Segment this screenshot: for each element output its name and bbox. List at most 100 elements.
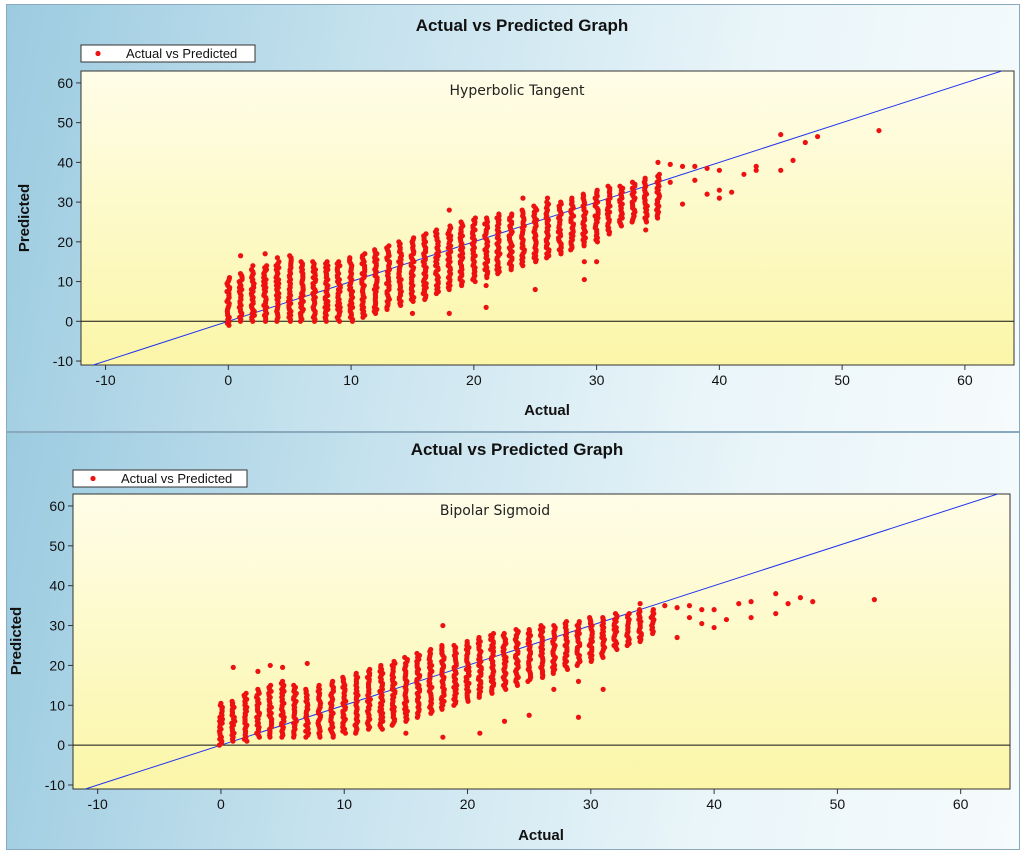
- x-tick-label: 30: [589, 372, 605, 388]
- data-point: [303, 686, 309, 692]
- data-point: [662, 603, 668, 609]
- data-point: [569, 195, 575, 201]
- y-tick-label: 40: [49, 578, 65, 594]
- data-point: [667, 161, 673, 167]
- data-point: [391, 658, 397, 665]
- data-point: [248, 267, 255, 273]
- y-tick-label: 30: [57, 194, 73, 210]
- data-point: [353, 670, 359, 676]
- data-point: [692, 177, 698, 183]
- y-tick-label: 20: [57, 234, 73, 250]
- data-point: [276, 259, 282, 265]
- data-point: [785, 601, 791, 607]
- data-point: [520, 195, 526, 201]
- data-point: [617, 183, 623, 189]
- data-point: [655, 159, 661, 165]
- data-point: [476, 634, 482, 641]
- data-point: [716, 167, 722, 173]
- data-point: [255, 686, 261, 692]
- data-point: [551, 686, 557, 692]
- data-point: [716, 195, 722, 201]
- data-point: [447, 223, 453, 229]
- x-tick-label: 20: [466, 372, 482, 388]
- y-tick-label: 40: [57, 154, 73, 170]
- data-point: [501, 718, 508, 724]
- data-point: [440, 734, 446, 740]
- y-tick-label: 30: [49, 618, 65, 634]
- data-point: [531, 203, 537, 209]
- data-point: [711, 607, 717, 613]
- data-point: [594, 187, 600, 193]
- data-point: [237, 253, 244, 259]
- data-point: [513, 626, 519, 633]
- data-point: [729, 189, 735, 195]
- data-point: [526, 712, 532, 718]
- data-point: [778, 167, 784, 173]
- data-point: [458, 219, 464, 225]
- data-point: [477, 730, 483, 736]
- data-point: [310, 259, 316, 265]
- data-point: [544, 195, 551, 201]
- data-point: [753, 163, 759, 169]
- data-point: [773, 591, 779, 597]
- data-point: [264, 263, 270, 269]
- y-axis-label: Predicted: [16, 184, 33, 252]
- data-point: [519, 207, 525, 213]
- data-point: [274, 255, 281, 261]
- data-point: [268, 682, 274, 688]
- data-point: [446, 310, 452, 316]
- data-point: [643, 227, 649, 233]
- data-point: [871, 597, 877, 603]
- data-point: [340, 674, 346, 680]
- data-point: [316, 682, 322, 688]
- data-point: [810, 599, 816, 605]
- x-tick-label: 60: [957, 372, 973, 388]
- data-point: [472, 215, 478, 221]
- data-points: [224, 127, 882, 328]
- y-tick-label: 50: [49, 538, 65, 554]
- data-point: [600, 686, 606, 692]
- data-point: [575, 678, 582, 684]
- legend-label: Actual vs Predicted: [126, 46, 237, 61]
- y-tick-label: 60: [49, 498, 65, 514]
- x-tick-label: 0: [224, 372, 232, 388]
- data-point: [403, 730, 409, 736]
- data-point: [876, 127, 882, 134]
- axis-ticks: -10 0 10 20 30 40 50 60 -10 0 10 20 30 40 50 60: [45, 498, 969, 812]
- chart-title: Actual vs Predicted Graph: [416, 16, 629, 35]
- data-point: [279, 678, 286, 684]
- y-tick-label: -10: [45, 777, 65, 793]
- data-point: [704, 165, 710, 171]
- data-point: [605, 183, 611, 189]
- data-point: [753, 167, 759, 173]
- data-point: [304, 660, 310, 667]
- data-point: [279, 664, 286, 671]
- data-point: [324, 259, 330, 265]
- data-point: [692, 163, 698, 169]
- y-tick-label: -10: [53, 353, 73, 369]
- data-point: [440, 622, 446, 629]
- data-point: [433, 227, 440, 233]
- x-axis-label: Actual: [524, 402, 570, 419]
- data-point: [532, 286, 538, 293]
- legend-marker: [90, 475, 96, 482]
- data-point: [741, 171, 747, 177]
- data-point: [814, 133, 821, 140]
- data-point: [656, 171, 663, 177]
- data-point: [372, 247, 378, 253]
- activation-annotation: Bipolar Sigmoid: [440, 503, 550, 519]
- data-point: [451, 642, 457, 649]
- y-tick-label: 50: [57, 115, 73, 131]
- x-tick-label: -10: [95, 372, 115, 388]
- data-point: [422, 296, 428, 303]
- data-point: [575, 714, 582, 720]
- data-point: [674, 634, 680, 641]
- data-point: [674, 605, 680, 611]
- data-point: [250, 263, 256, 269]
- x-tick-label: 50: [830, 796, 846, 812]
- data-point: [298, 259, 304, 265]
- data-point: [642, 175, 648, 181]
- data-point: [496, 211, 502, 217]
- data-point: [699, 620, 705, 627]
- data-point: [362, 251, 368, 257]
